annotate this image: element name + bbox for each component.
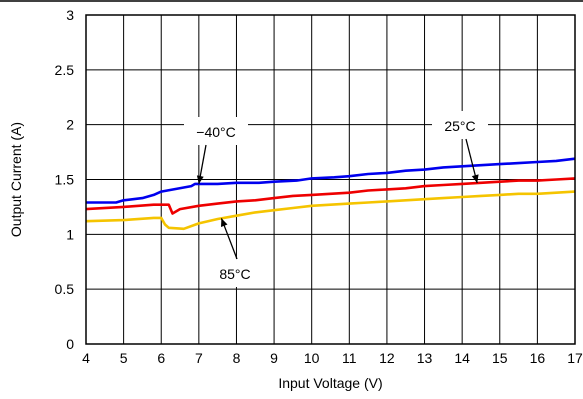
x-tick-label: 8 [233, 350, 241, 366]
x-tick-label: 7 [195, 350, 203, 366]
grid [85, 14, 576, 345]
x-tick-label: 12 [379, 350, 395, 366]
x-tick-label: 16 [530, 350, 546, 366]
y-tick-label: 0 [66, 336, 74, 352]
annotation-box [184, 117, 248, 145]
x-tick-label: 13 [417, 350, 433, 366]
x-tick-label: 17 [567, 350, 583, 366]
annotation-arrowhead [471, 174, 479, 183]
annotation-label: 25°C [444, 118, 475, 134]
y-tick-labels: 0 0.5 1 1.5 2 2.5 3 [55, 7, 75, 352]
series-group [85, 157, 576, 231]
x-tick-label: 11 [342, 350, 357, 366]
y-tick-label: 3 [66, 7, 74, 23]
annotation-box [432, 111, 488, 139]
x-tick-label: 5 [120, 350, 128, 366]
x-tick-label: 6 [157, 350, 165, 366]
y-tick-label: 1 [66, 226, 74, 242]
series-line [85, 190, 576, 231]
plot-frame [85, 14, 576, 345]
annotation-arrowhead [196, 175, 204, 184]
series-line [85, 177, 576, 215]
annotation-arrowhead [221, 218, 228, 227]
y-tick-label: 2 [66, 117, 74, 133]
annotation-label: 85°C [219, 266, 250, 282]
series-line [86, 157, 576, 204]
y-tick-label: 0.5 [55, 281, 75, 297]
x-tick-label: 15 [492, 350, 508, 366]
x-tick-labels: 4 5 6 7 8 9 10 11 12 13 14 15 16 17 [82, 350, 583, 366]
x-axis-label: Input Voltage (V) [278, 375, 382, 391]
x-tick-label: 9 [270, 350, 278, 366]
y-tick-label: 1.5 [55, 172, 75, 188]
annotation-label: −40°C [196, 124, 235, 140]
x-tick-label: 14 [454, 350, 470, 366]
annotation-box [203, 259, 267, 287]
y-tick-label: 2.5 [55, 62, 75, 78]
annotations: −40°C 25°C 85°C [184, 111, 488, 287]
x-tick-label: 4 [82, 350, 90, 366]
y-axis-label: Output Current (A) [8, 122, 24, 237]
x-tick-label: 10 [304, 350, 320, 366]
